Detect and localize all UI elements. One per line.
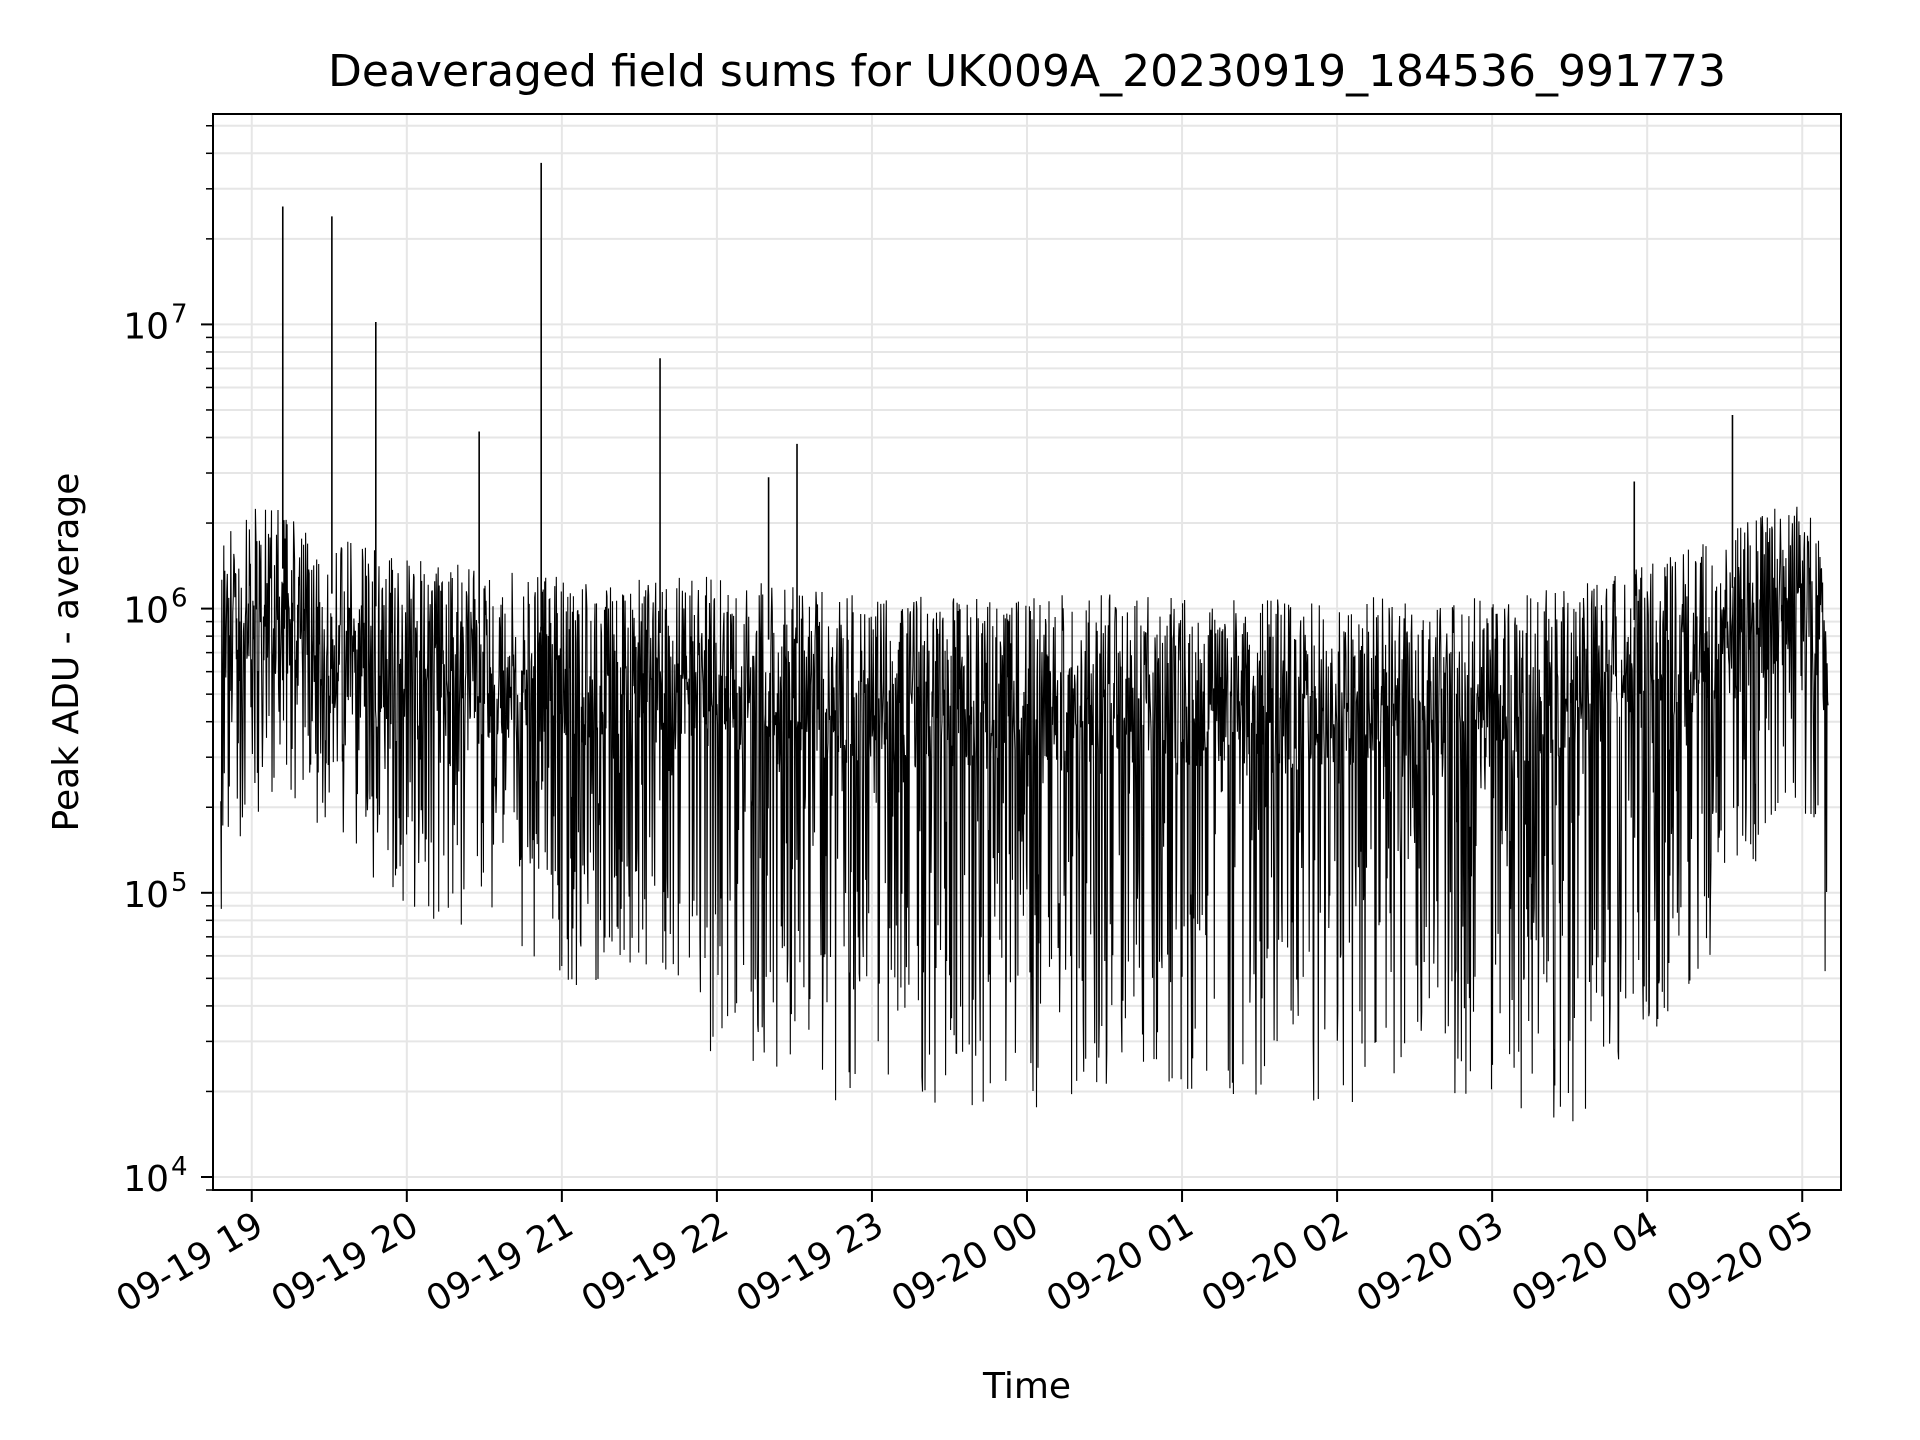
y-tick-exponent: 5	[171, 868, 188, 898]
x-axis-label: Time	[982, 1366, 1071, 1407]
y-tick-exponent: 4	[171, 1152, 188, 1182]
y-tick-label: 10	[123, 875, 169, 916]
y-tick-base: 10	[123, 306, 169, 347]
y-tick-label: 10	[123, 306, 169, 347]
y-tick-base: 10	[123, 875, 169, 916]
y-tick-base: 10	[123, 591, 169, 632]
y-tick-exponent: 6	[171, 584, 188, 614]
y-tick-base: 10	[123, 1159, 169, 1200]
y-axis-label: Peak ADU - average	[46, 473, 87, 832]
data-series	[220, 162, 1829, 1122]
y-tick-exponent: 7	[171, 299, 188, 329]
y-tick-label: 10	[123, 591, 169, 632]
series-line	[220, 506, 1829, 1122]
chart-title: Deaveraged field sums for UK009A_2023091…	[328, 46, 1726, 97]
y-tick-label: 10	[123, 1159, 169, 1200]
